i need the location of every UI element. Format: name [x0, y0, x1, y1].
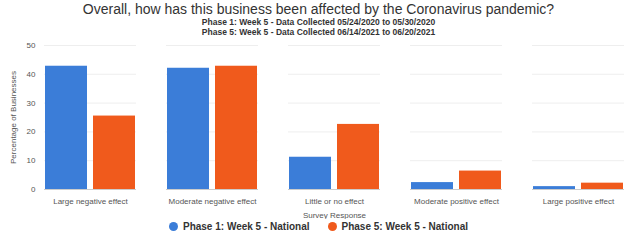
svg-text:50: 50: [27, 41, 36, 50]
html-text:Phase 5: Week 5 - Data Collect: Phase 5: Week 5 - Data Collected 06/14/2…: [201, 27, 436, 37]
svg-text:20: 20: [27, 127, 36, 136]
svg-text:40: 40: [27, 70, 36, 79]
svg-text:Percentage of Businesses: Percentage of Businesses: [9, 71, 18, 164]
html-text:Phase 5: Week 5 - National: Phase 5: Week 5 - National: [341, 221, 468, 232]
svg-text:30: 30: [27, 99, 36, 108]
svg-text:Large positive effect: Large positive effect: [543, 197, 615, 206]
svg-text:0: 0: [31, 185, 36, 194]
svg-text:Moderate negative effect: Moderate negative effect: [169, 197, 258, 206]
html-text:Phase 1: Week 5 - National: Phase 1: Week 5 - National: [183, 221, 310, 232]
svg-text:Large negative effect: Large negative effect: [53, 197, 128, 206]
html-text:Overall, how has this business: Overall, how has this business been affe…: [82, 1, 555, 17]
svg-text:Survey Response: Survey Response: [303, 211, 367, 220]
html-text:Phase 1: Week 5 - Data Collect: Phase 1: Week 5 - Data Collected 05/24/2…: [201, 17, 436, 27]
svg-text:Little or no effect: Little or no effect: [305, 197, 365, 206]
svg-text:Moderate positive effect: Moderate positive effect: [414, 197, 500, 206]
svg-text:10: 10: [27, 156, 36, 165]
